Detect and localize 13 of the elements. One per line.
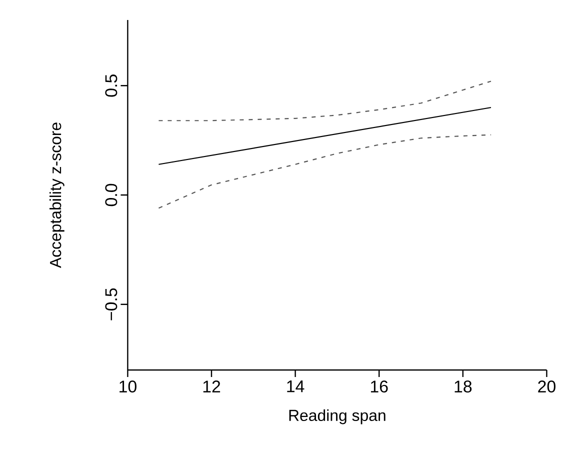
line-series	[158, 80, 492, 122]
line-series	[158, 134, 492, 209]
x-tick-label: 16	[370, 380, 388, 393]
x-tick-label: 14	[287, 380, 304, 392]
x-tick-label: 18	[454, 380, 472, 393]
y-tick-label: −0.5	[105, 288, 118, 320]
y-axis-title: Acceptability z-score	[49, 122, 64, 268]
x-tick-label: 12	[203, 380, 220, 392]
y-tick-label: 0.5	[105, 74, 118, 97]
y-tick-label: 0.0	[105, 184, 118, 206]
x-axis-title: Reading span	[289, 409, 386, 424]
x-tick-label: 20	[538, 380, 556, 393]
x-tick-label: 10	[120, 380, 136, 393]
